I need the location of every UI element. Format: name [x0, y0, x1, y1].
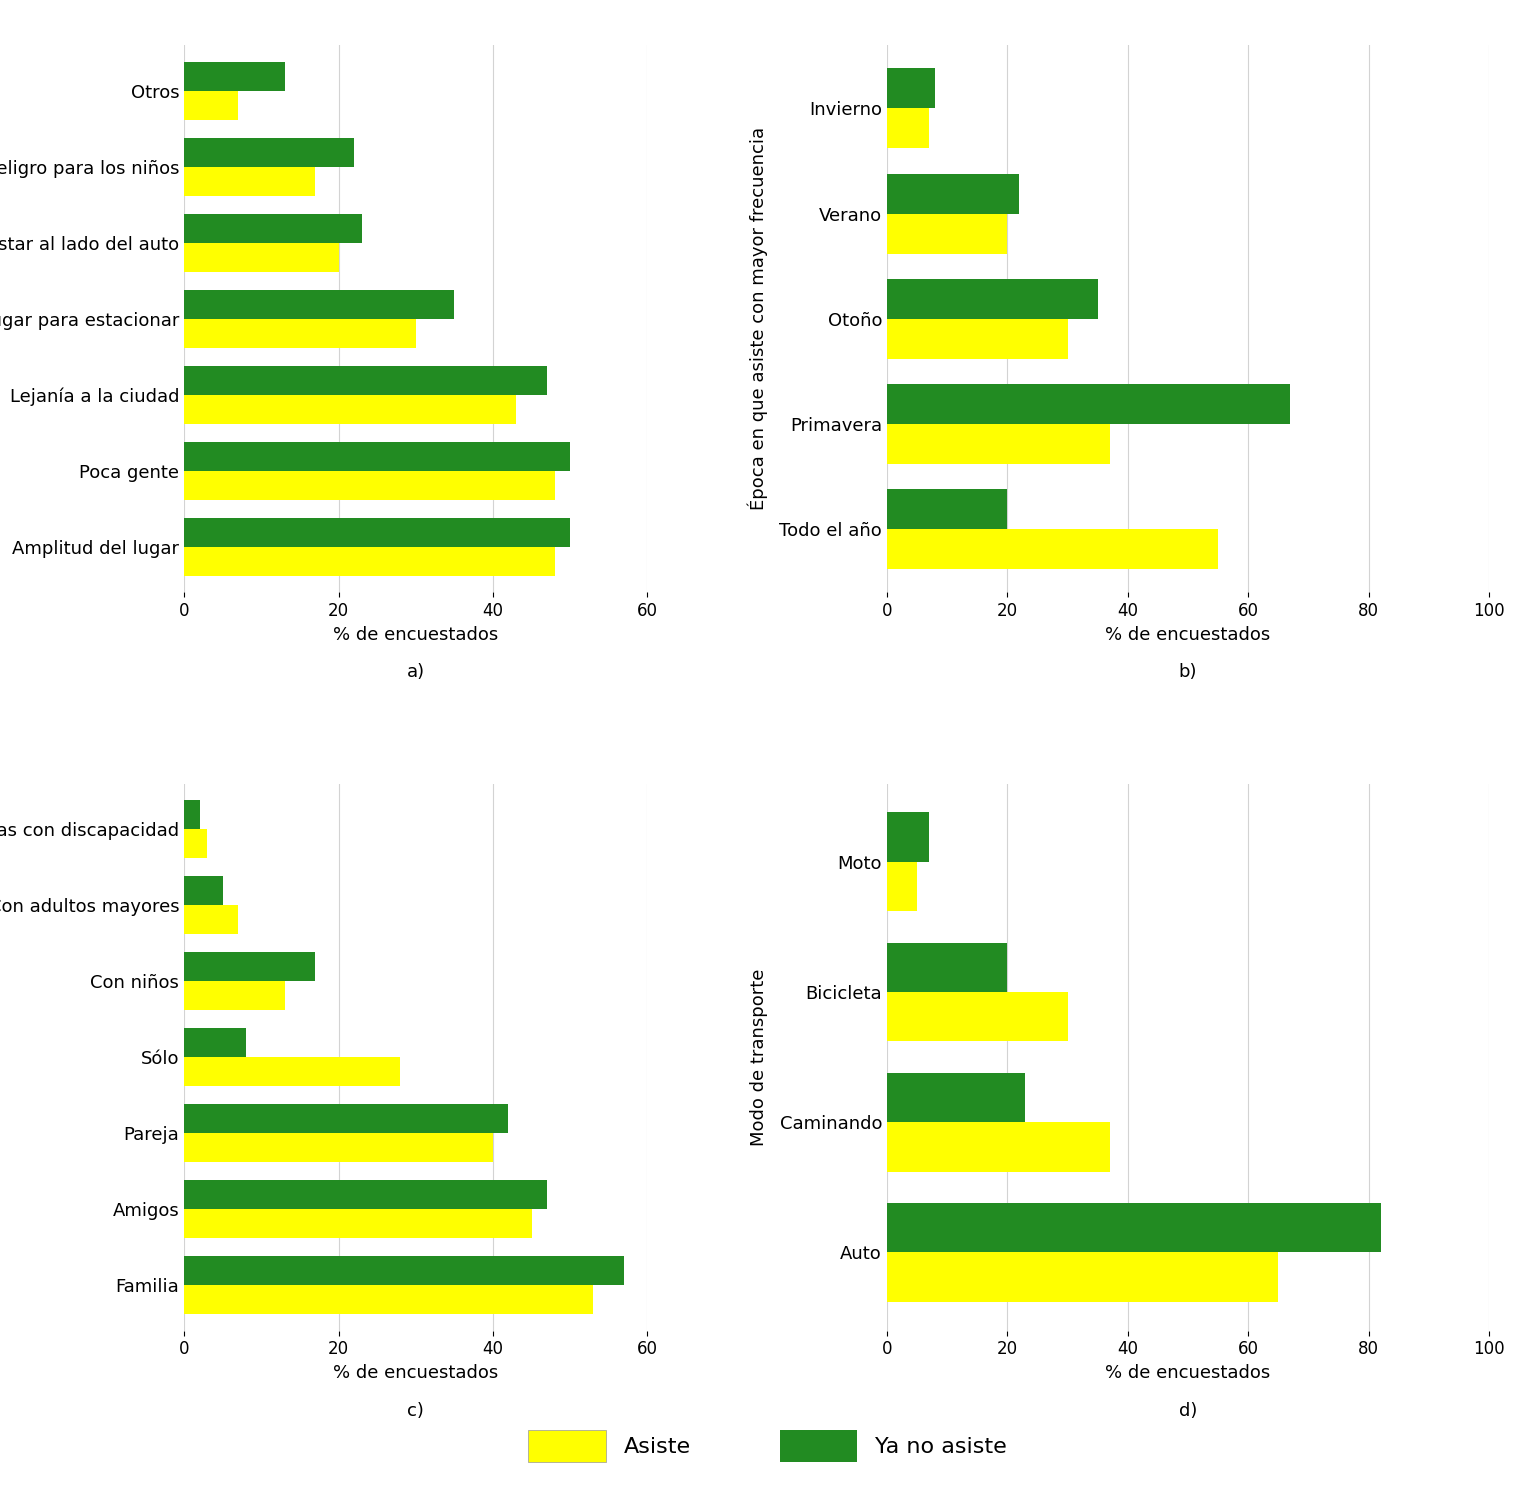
Bar	[184, 1210, 531, 1238]
X-axis label: % de encuestados: % de encuestados	[1105, 1364, 1271, 1382]
Bar	[184, 1285, 593, 1314]
Y-axis label: Modo de transporte: Modo de transporte	[751, 968, 769, 1146]
Bar	[184, 442, 569, 470]
Bar	[184, 1104, 508, 1132]
Bar	[184, 1256, 625, 1285]
Bar	[184, 290, 454, 319]
Bar	[887, 109, 929, 148]
Bar	[184, 981, 284, 1010]
Bar	[887, 812, 929, 862]
Bar	[184, 829, 207, 859]
Text: c): c)	[407, 1402, 424, 1420]
Bar	[887, 213, 1007, 254]
Bar	[887, 384, 1291, 423]
Bar	[184, 366, 546, 395]
Bar	[184, 62, 284, 91]
Bar	[887, 319, 1067, 358]
Text: d): d)	[1179, 1402, 1197, 1420]
Bar	[184, 470, 554, 499]
Bar	[887, 174, 1019, 213]
Bar	[887, 529, 1219, 569]
Bar	[184, 1181, 546, 1210]
Bar	[887, 490, 1007, 529]
Text: b): b)	[1179, 664, 1197, 682]
Bar	[184, 547, 554, 576]
Text: a): a)	[407, 664, 425, 682]
X-axis label: % de encuestados: % de encuestados	[1105, 626, 1271, 644]
Bar	[887, 278, 1098, 319]
Bar	[887, 862, 916, 912]
Bar	[184, 215, 362, 243]
Bar	[184, 953, 315, 981]
Bar	[887, 1122, 1110, 1172]
Bar	[184, 906, 238, 934]
X-axis label: % de encuestados: % de encuestados	[333, 626, 499, 644]
Bar	[184, 1057, 401, 1086]
Bar	[184, 517, 569, 547]
Bar	[184, 319, 416, 348]
Bar	[184, 877, 223, 906]
Bar	[184, 1132, 493, 1161]
Bar	[184, 91, 238, 119]
Bar	[887, 942, 1007, 992]
Bar	[184, 395, 516, 423]
Bar	[887, 1252, 1279, 1302]
Y-axis label: Época en que asiste con mayor frecuencia: Época en que asiste con mayor frecuencia	[748, 127, 768, 511]
Bar	[184, 800, 200, 829]
Legend: Asiste, Ya no asiste: Asiste, Ya no asiste	[519, 1421, 1016, 1471]
Bar	[887, 68, 935, 109]
Bar	[184, 166, 315, 195]
Bar	[184, 1028, 246, 1057]
Bar	[887, 1204, 1380, 1252]
Bar	[887, 992, 1067, 1042]
X-axis label: % de encuestados: % de encuestados	[333, 1364, 499, 1382]
Bar	[887, 1072, 1025, 1122]
Bar	[184, 138, 355, 166]
Bar	[887, 423, 1110, 464]
Bar	[184, 243, 339, 272]
